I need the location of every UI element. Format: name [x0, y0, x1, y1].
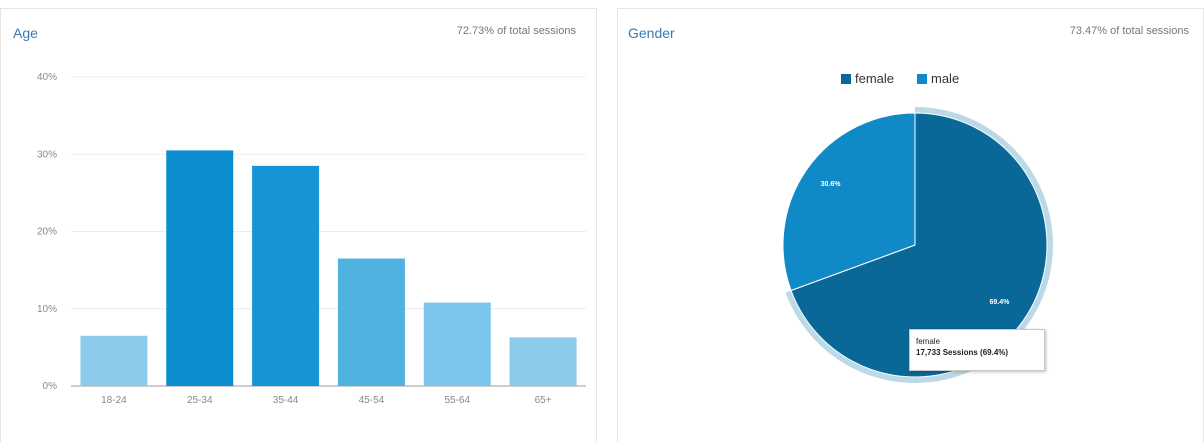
bar-25-34[interactable]: [166, 150, 234, 386]
bar-55-64[interactable]: [423, 302, 491, 386]
legend-swatch-male: [917, 74, 927, 84]
slice-female[interactable]: [790, 112, 1048, 378]
tooltip-value: 17,733 Sessions (69.4%): [916, 348, 1009, 357]
x-tick-label: 18-24: [101, 395, 127, 406]
slice-label-female: 69.4%: [989, 299, 1010, 306]
bar-18-24[interactable]: [80, 335, 148, 386]
slice-label-male: 30.6%: [821, 181, 842, 188]
legend-label-male[interactable]: male: [931, 71, 959, 86]
y-tick-label: 0%: [43, 381, 58, 392]
slice-male[interactable]: [782, 112, 916, 292]
age-title: Age: [13, 25, 38, 41]
x-tick-label: 35-44: [273, 395, 299, 406]
x-tick-label: 45-54: [359, 395, 385, 406]
gender-pie-chart: female male 69.4% 30.6%: [782, 71, 1053, 383]
bar-65+[interactable]: [509, 337, 577, 386]
x-tick-label: 25-34: [187, 395, 213, 406]
legend-swatch-female: [841, 74, 851, 84]
age-panel: Age 72.73% of total sessions 0% 10% 20% 30%…: [0, 8, 597, 442]
y-tick-label: 30%: [37, 149, 57, 160]
y-tick-label: 10%: [37, 304, 57, 315]
x-tick-label: 55-64: [444, 395, 470, 406]
bar-45-54[interactable]: [337, 258, 405, 386]
bar-35-44[interactable]: [252, 165, 320, 386]
gender-title: Gender: [628, 25, 675, 41]
legend-label-female[interactable]: female: [855, 71, 894, 86]
gender-subtitle: 73.47% of total sessions: [1069, 25, 1189, 37]
x-tick-label: 65+: [535, 395, 552, 406]
pie-tooltip: female 17,733 Sessions (69.4%): [909, 329, 1045, 371]
age-bar-chart: 0% 10% 20% 30% 40% 18-24 25-34 35-44 45-54 55-64 6…: [37, 72, 586, 406]
gender-panel: Gender 73.47% of total sessions female ma…: [617, 8, 1204, 442]
tooltip-title: female: [916, 337, 941, 346]
y-tick-label: 20%: [37, 227, 57, 238]
age-subtitle: 72.73% of total sessions: [456, 25, 576, 37]
y-tick-label: 40%: [37, 72, 57, 83]
